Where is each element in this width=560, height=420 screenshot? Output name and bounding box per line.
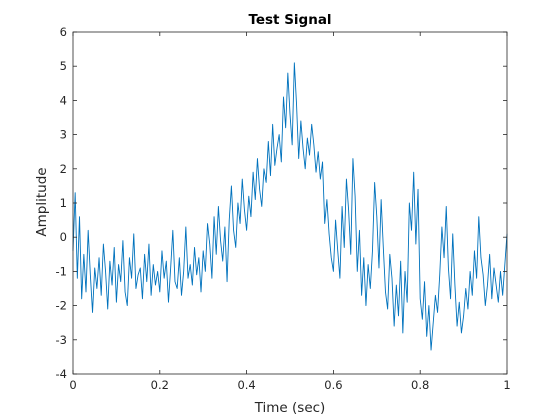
- y-tick-label: -2: [56, 299, 67, 313]
- x-axis-label: Time (sec): [254, 400, 326, 416]
- y-tick-label: 6: [60, 25, 67, 39]
- axis-layer: 0 0.2 0.4 0.6 0.8 1 -4 -3 -2 -1 0 1 2 3 4 5 6: [56, 25, 511, 392]
- y-tick-label: 2: [60, 162, 67, 176]
- y-tick-label: 3: [60, 128, 67, 142]
- y-tick-label: 5: [60, 59, 67, 73]
- y-tick-label: -4: [56, 367, 67, 381]
- y-tick-label: 4: [60, 93, 67, 107]
- x-tick-label: 1: [503, 378, 510, 392]
- y-tick-label: -1: [56, 264, 67, 278]
- y-tick-label: 0: [60, 230, 67, 244]
- x-tick-label: 0.2: [151, 378, 169, 392]
- y-axis-label: Amplitude: [34, 167, 50, 236]
- x-tick-label: 0.8: [411, 378, 429, 392]
- y-tick-label: -3: [56, 333, 67, 347]
- y-tick-label: 1: [60, 196, 67, 210]
- x-tick-label: 0.6: [324, 378, 342, 392]
- chart-title: Test Signal: [248, 12, 331, 28]
- data-layer: [72, 62, 508, 351]
- x-tick-label: 0: [69, 378, 76, 392]
- series-line-0: [72, 62, 508, 351]
- x-tick-label: 0.4: [237, 378, 255, 392]
